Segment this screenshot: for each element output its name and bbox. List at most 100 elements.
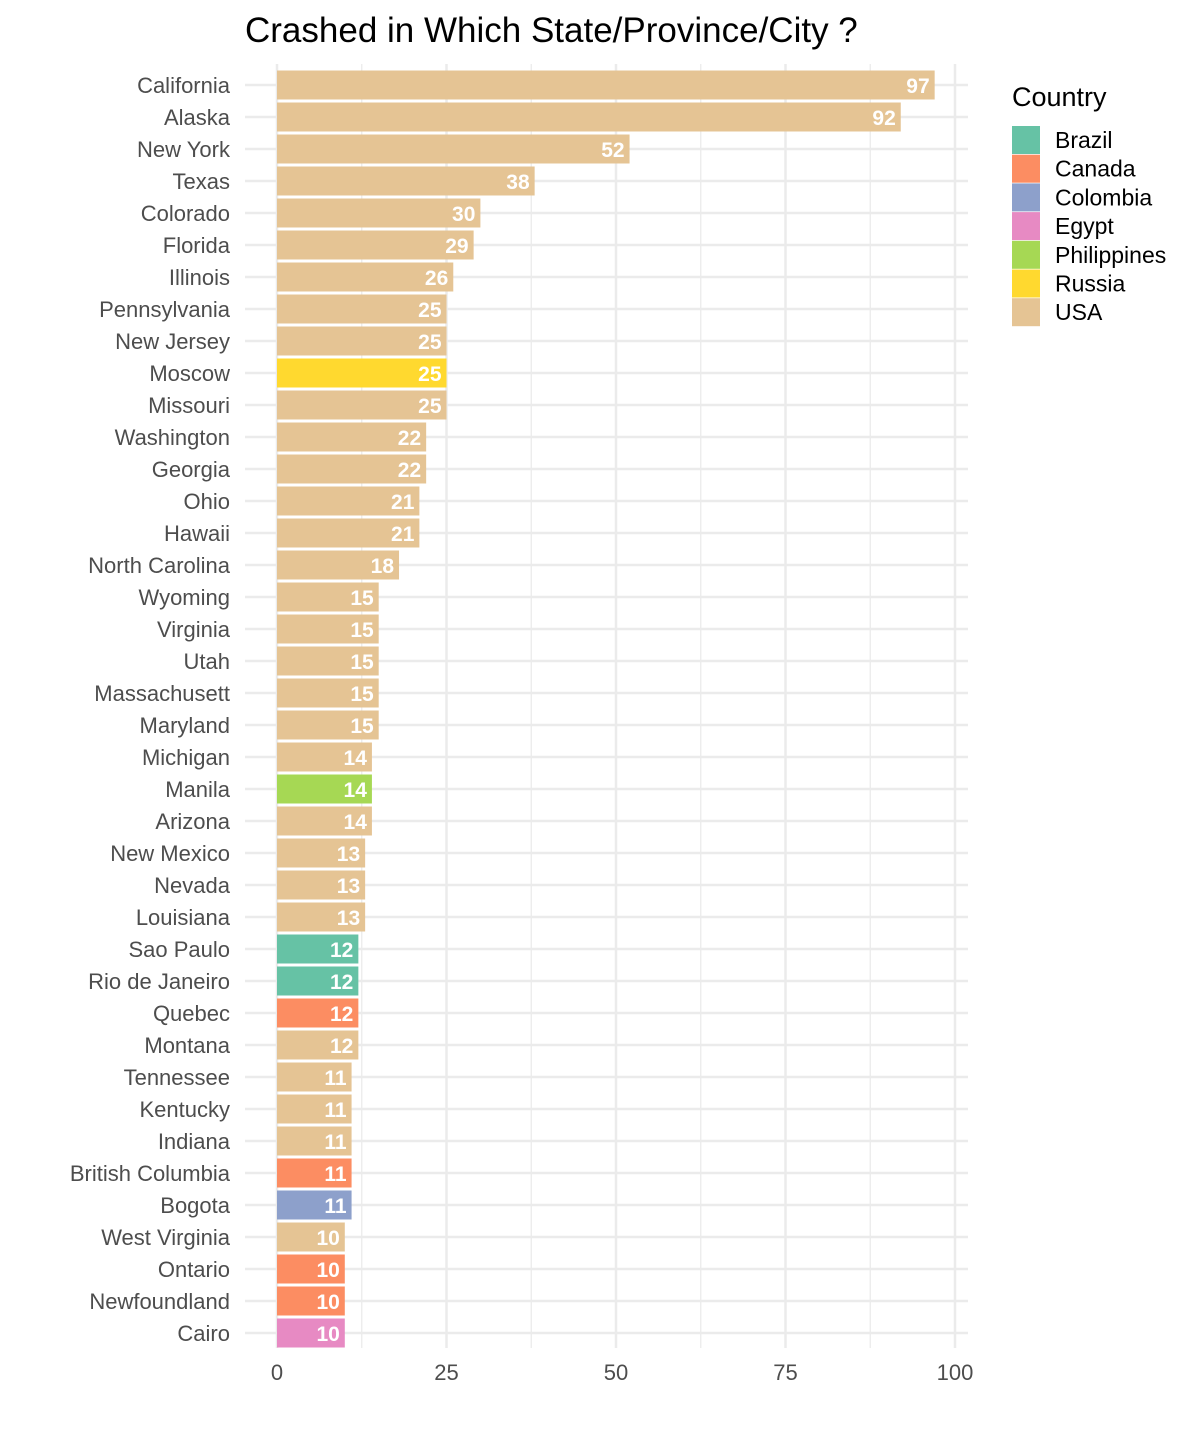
bar: [277, 70, 935, 100]
legend-label: Canada: [1055, 156, 1136, 182]
category-label: Louisiana: [136, 905, 231, 930]
bar-value-label: 25: [418, 331, 442, 354]
legend-label: Colombia: [1055, 184, 1152, 210]
legend-swatch: [1012, 269, 1040, 298]
chart-title: Crashed in Which State/Province/City ?: [245, 11, 858, 50]
bar-value-label: 15: [350, 683, 374, 706]
bar: [277, 678, 379, 708]
bar-value-label: 14: [344, 811, 368, 834]
category-label: Sao Paulo: [128, 937, 230, 962]
category-label: Washington: [115, 425, 230, 450]
category-label: Texas: [173, 169, 230, 194]
category-label: Ontario: [158, 1257, 230, 1282]
bar-value-label: 21: [391, 523, 415, 546]
bar: [277, 1094, 352, 1124]
legend-swatch: [1012, 154, 1040, 183]
category-label: Manila: [165, 777, 231, 802]
legend-swatch: [1012, 126, 1040, 154]
bar-value-label: 10: [316, 1259, 339, 1282]
bar-value-label: 22: [398, 427, 421, 450]
bar: [277, 806, 372, 836]
legend-label: Egypt: [1055, 213, 1114, 239]
bar-value-label: 15: [350, 715, 374, 738]
legend-label: USA: [1055, 299, 1103, 325]
category-label: New Jersey: [115, 329, 230, 354]
legend-swatch: [1012, 298, 1040, 327]
bar: [277, 518, 420, 548]
category-label: British Columbia: [70, 1161, 231, 1186]
bar-value-label: 13: [337, 843, 360, 866]
bar: [277, 550, 400, 580]
category-label: Michigan: [142, 745, 230, 770]
bar: [277, 1318, 345, 1348]
bar: [277, 326, 447, 356]
bar-value-label: 29: [445, 235, 468, 258]
bar: [277, 870, 366, 900]
bar-value-label: 15: [350, 651, 374, 674]
category-label: Colorado: [141, 201, 230, 226]
category-label: Illinois: [169, 265, 230, 290]
category-label: Virginia: [157, 617, 231, 642]
category-label: Massachusett: [94, 681, 230, 706]
bar-value-label: 13: [337, 875, 360, 898]
category-label: Florida: [163, 233, 231, 258]
bar-value-label: 12: [330, 971, 353, 994]
bar-value-label: 14: [344, 779, 368, 802]
bar: [277, 486, 420, 516]
bar: [277, 774, 372, 804]
bar: [277, 1126, 352, 1156]
bar: [277, 262, 454, 292]
bars: [277, 70, 935, 1348]
bar: [277, 294, 447, 324]
category-label: Alaska: [164, 105, 231, 130]
bar: [277, 358, 447, 388]
legend-label: Philippines: [1055, 242, 1166, 268]
bar: [277, 710, 379, 740]
bar-value-label: 38: [506, 171, 530, 194]
bar: [277, 1286, 345, 1316]
bar-value-label: 11: [324, 1131, 347, 1154]
bar-value-label: 25: [418, 363, 442, 386]
bar-value-label: 10: [316, 1227, 339, 1250]
category-label: Quebec: [153, 1001, 230, 1026]
bar: [277, 1062, 352, 1092]
bar-value-label: 15: [350, 619, 374, 642]
bar-value-label: 18: [371, 555, 395, 578]
category-label: Tennessee: [124, 1065, 230, 1090]
legend-swatch: [1012, 240, 1040, 269]
bar-value-label: 11: [324, 1163, 347, 1186]
bar-value-label: 25: [418, 395, 442, 418]
bar-value-label: 10: [316, 1323, 339, 1346]
category-label: Missouri: [148, 393, 230, 418]
bar-value-label: 30: [452, 203, 475, 226]
legend-label: Brazil: [1055, 127, 1113, 153]
bar-value-label: 92: [872, 107, 895, 130]
bar: [277, 422, 427, 452]
bar: [277, 614, 379, 644]
bar: [277, 582, 379, 612]
bar: [277, 134, 630, 164]
legend-swatch: [1012, 183, 1040, 212]
bar-value-label: 12: [330, 1035, 353, 1058]
category-label: Montana: [144, 1033, 230, 1058]
bar: [277, 166, 535, 196]
category-label: Utah: [184, 649, 230, 674]
bar-value-label: 12: [330, 939, 353, 962]
bar-value-label: 97: [906, 75, 929, 98]
legend-title: Country: [1012, 82, 1107, 112]
category-label: New York: [137, 137, 231, 162]
category-label: Cairo: [177, 1321, 230, 1346]
bar: [277, 454, 427, 484]
bar: [277, 1030, 359, 1060]
bar: [277, 1158, 352, 1188]
category-label: Nevada: [154, 873, 231, 898]
bar: [277, 966, 359, 996]
bar-value-label: 11: [324, 1195, 347, 1218]
bar: [277, 230, 474, 260]
x-tick-label: 50: [604, 1360, 628, 1385]
legend-swatch: [1012, 212, 1040, 241]
bar-value-label: 21: [391, 491, 415, 514]
category-label: Hawaii: [164, 521, 230, 546]
bar: [277, 390, 447, 420]
